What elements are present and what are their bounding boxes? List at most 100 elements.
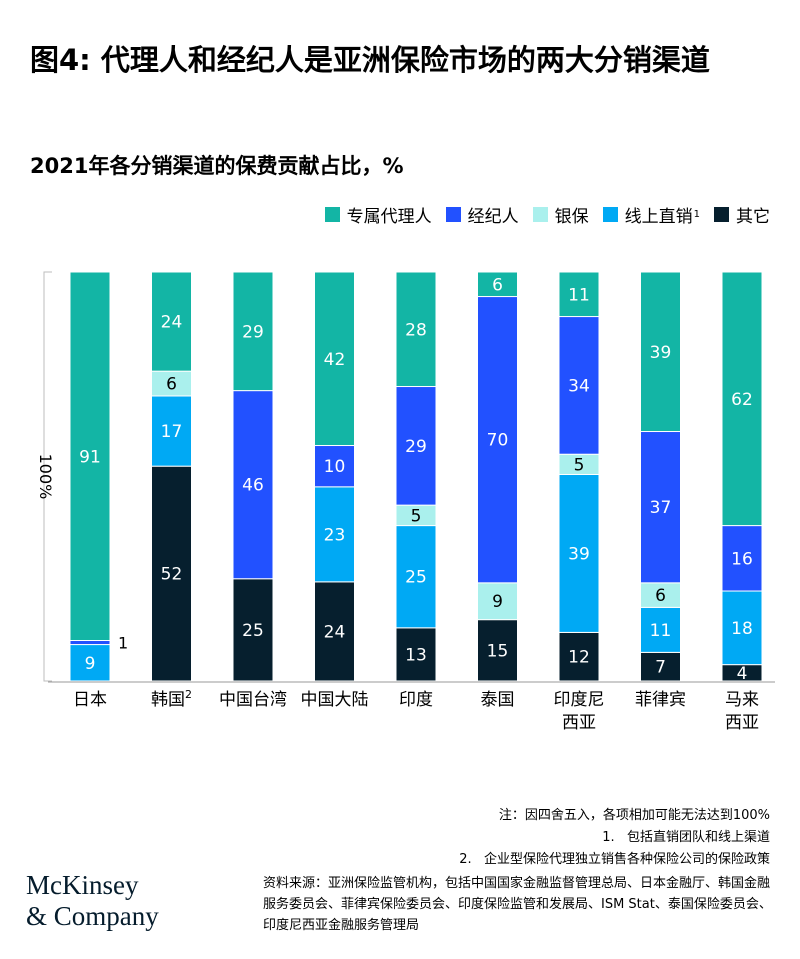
sources-text: 资料来源：亚洲保险监管机构，包括中国国家金融监督管理总局、日本金融厅、韩国金融服… <box>263 876 772 933</box>
bar-segment <box>151 395 192 467</box>
bar-segment <box>640 606 681 653</box>
data-label: 24 <box>324 622 346 642</box>
mckinsey-logo: McKinsey & Company <box>26 870 159 932</box>
bar-segment <box>69 271 111 642</box>
logo-line-2: & Company <box>26 901 159 931</box>
bar-segment <box>558 316 600 455</box>
bar-segment <box>477 296 518 584</box>
bar-segment <box>721 590 763 666</box>
data-label: 5 <box>574 455 585 475</box>
legend-swatch <box>445 207 461 222</box>
bar-segment <box>558 631 600 682</box>
data-label: 12 <box>568 648 590 668</box>
data-label: 4 <box>737 664 748 684</box>
data-label: 34 <box>568 376 590 396</box>
legend-label: 银保 <box>554 207 589 227</box>
x-tick-label-line: 印度 <box>399 690 433 710</box>
data-label: 91 <box>79 447 101 467</box>
legend-item: 经纪人 <box>445 202 519 227</box>
x-tick-label: 印度尼西亚 <box>554 690 605 733</box>
bar-segment <box>640 431 681 584</box>
bar-segment <box>477 619 518 682</box>
data-label: 42 <box>324 350 346 370</box>
data-label: 52 <box>161 565 183 585</box>
chart-title: 图4: 代理人和经纪人是亚洲保险市场的两大分销渠道 <box>30 43 710 77</box>
bar-segment <box>314 486 355 583</box>
bar-segment <box>640 582 681 608</box>
bar-segment <box>232 271 274 392</box>
bar-segment <box>151 271 192 372</box>
x-tick-label: 中国台湾 <box>219 690 287 710</box>
x-tick-label: 中国大陆 <box>301 690 369 710</box>
data-label: 6 <box>492 275 503 295</box>
y-axis-label: 100% <box>36 454 55 500</box>
x-tick-label: 日本 <box>73 690 107 710</box>
data-label: 1 <box>118 634 128 653</box>
rounding-note: 注：因四舍五入，各项相加可能无法达到100% <box>498 808 770 823</box>
bar-segment <box>477 582 518 621</box>
bar-segment <box>69 640 111 646</box>
bar-segment <box>314 271 355 447</box>
x-tick-label: 印度 <box>399 690 433 710</box>
data-label: 24 <box>161 313 183 333</box>
data-label: 9 <box>85 654 96 674</box>
legend-swatch <box>324 207 340 222</box>
data-label: 29 <box>405 437 427 457</box>
bar-segment <box>314 445 355 488</box>
legend-item: 其它 <box>714 202 770 227</box>
x-tick-label: 菲律宾 <box>635 690 686 710</box>
data-label: 16 <box>731 549 753 569</box>
bar-segment <box>640 271 681 433</box>
data-label: 46 <box>242 476 264 496</box>
x-tick-label-line: 印度尼 <box>554 690 605 710</box>
chart-subtitle: 2021年各分销渠道的保费贡献占比，% <box>30 154 404 178</box>
x-tick-label-line: 马来 <box>725 690 759 710</box>
data-label: 29 <box>242 322 264 342</box>
bar-segment <box>721 271 763 527</box>
x-tick-label-line: 韩国 <box>151 690 185 710</box>
data-label: 11 <box>568 285 590 305</box>
x-tick-label-line: 菲律宾 <box>635 690 686 710</box>
data-label: 9 <box>492 592 503 612</box>
x-tick-label-line: 泰国 <box>481 690 515 710</box>
x-tick-label-line: 中国台湾 <box>219 690 287 710</box>
legend-label: 专属代理人 <box>346 207 432 227</box>
bar-segment <box>558 271 600 318</box>
bar-segment <box>232 578 274 682</box>
data-label: 10 <box>324 457 346 477</box>
bar-segment <box>721 525 763 592</box>
data-label: 15 <box>487 641 509 661</box>
data-label: 23 <box>324 525 346 545</box>
data-label: 7 <box>655 658 666 678</box>
bar-segment <box>395 271 437 388</box>
data-label: 13 <box>405 645 427 665</box>
legend-label: 线上直销 <box>624 207 693 227</box>
x-tick-label-line: 中国大陆 <box>301 690 369 710</box>
data-label: 6 <box>166 375 177 395</box>
footnotes: 注：因四舍五入，各项相加可能无法达到100% 1. 包括直销团队和线上渠道 2.… <box>70 805 770 871</box>
data-label: 37 <box>650 498 672 518</box>
data-label: 18 <box>731 619 753 639</box>
bar-segment <box>477 271 518 298</box>
legend-swatch <box>532 207 548 222</box>
x-tick-label: 韩国2 <box>151 688 192 710</box>
stacked-bar-chart: 100%9191日本5217624韩国2254629中国台湾24231042中国… <box>36 271 775 733</box>
x-tick-label: 马来西亚 <box>725 690 759 733</box>
data-label: 25 <box>242 621 264 641</box>
x-tick-label-line: 日本 <box>73 690 107 710</box>
bar-segment <box>640 651 681 682</box>
bar-segment <box>151 465 192 682</box>
x-tick-label-line: 西亚 <box>725 713 759 733</box>
legend-item: 专属代理人 <box>324 202 432 227</box>
footnote-2: 2. 企业型保险代理独立销售各种保险公司的保险政策 <box>459 852 770 867</box>
legend-item: 线上直销 1 <box>602 202 700 227</box>
bar-segment <box>232 390 274 580</box>
logo-line-1: McKinsey <box>26 870 139 900</box>
data-label: 70 <box>487 431 509 451</box>
data-label: 28 <box>405 320 427 340</box>
bar-segment <box>395 627 437 682</box>
legend: 专属代理人 经纪人 银保 线上直销 1 其它 <box>324 202 770 227</box>
bar-segment <box>69 644 111 682</box>
x-tick-label-line: 西亚 <box>562 713 596 733</box>
legend-label: 经纪人 <box>467 207 519 227</box>
